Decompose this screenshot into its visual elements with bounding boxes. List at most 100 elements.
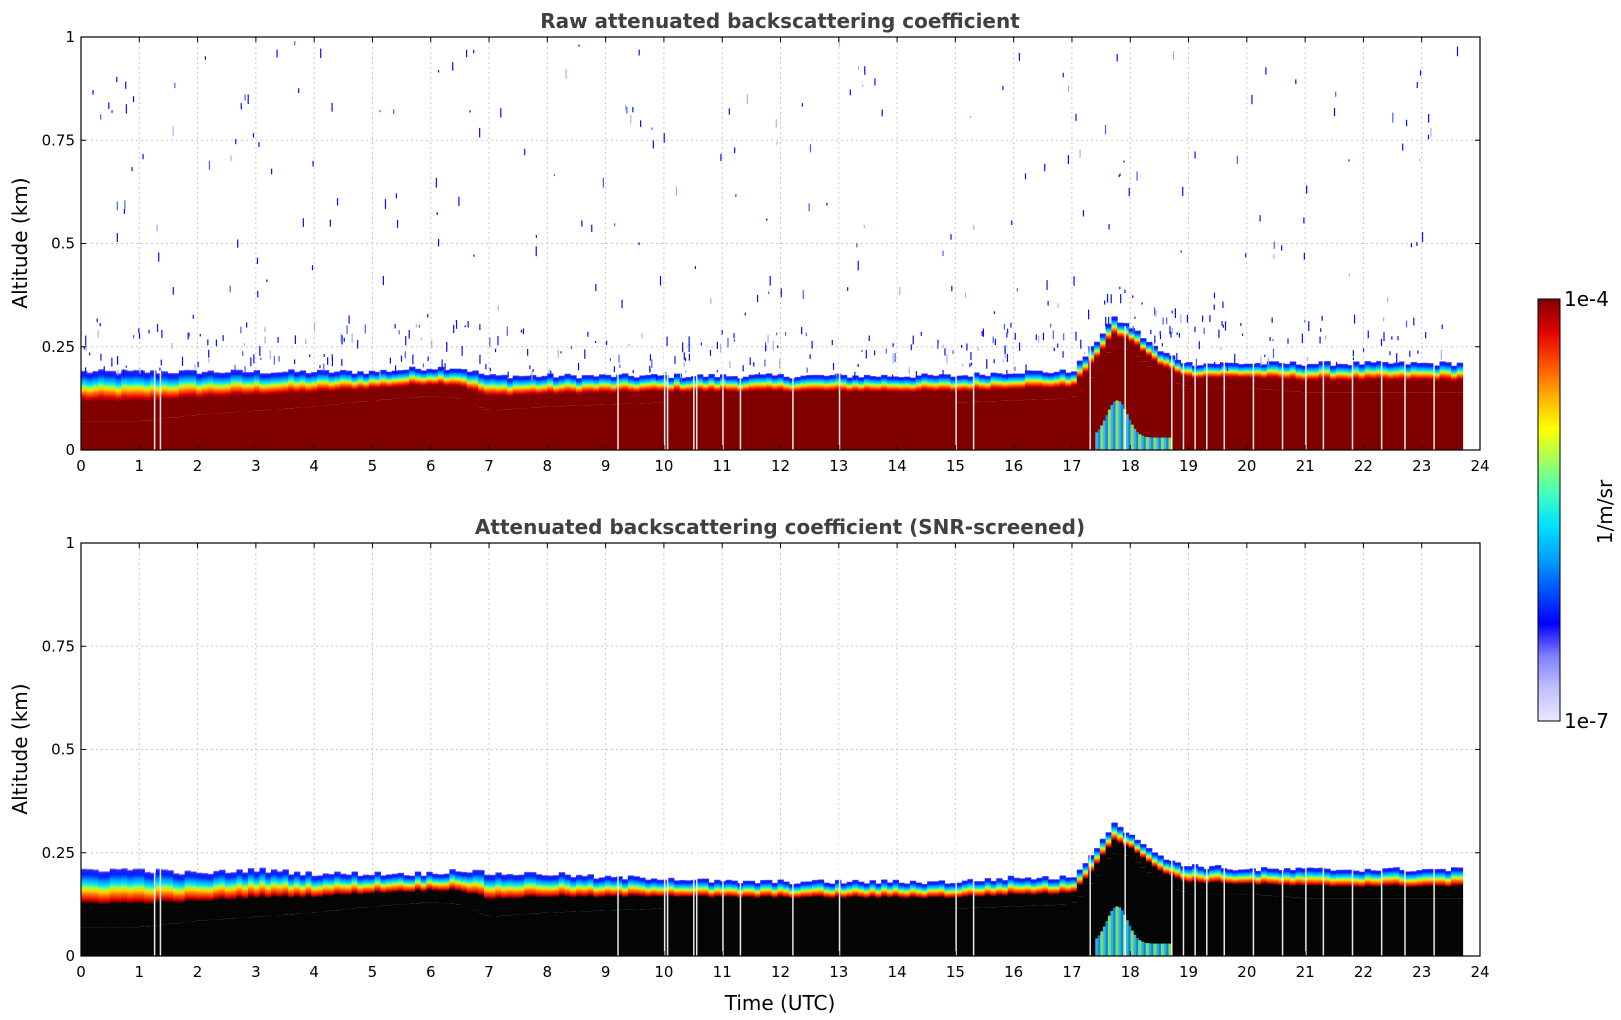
heatmap-cell-band [1427, 362, 1435, 393]
heatmap-cell-dark [731, 908, 738, 956]
heatmap-noise [836, 374, 838, 377]
heatmap-cell-band [1042, 875, 1049, 906]
heatmap-cell-band [1243, 363, 1251, 389]
heatmap-noise [469, 110, 471, 113]
heatmap-cell-dark [437, 903, 445, 956]
x-tick-label: 2 [193, 457, 203, 475]
heatmap-cell-band [437, 366, 445, 398]
heatmap-cell-dark [98, 927, 105, 956]
heatmap-cell-band [242, 371, 249, 412]
heatmap-cell-dark [622, 909, 629, 956]
heatmap-cell-dark [978, 401, 986, 450]
heatmap-noise [1159, 334, 1162, 340]
heatmap-cell-dark [1197, 388, 1205, 450]
x-tick-label: 20 [1237, 457, 1256, 475]
heatmap-cell-dark [904, 908, 911, 956]
heatmap-cell-band [506, 873, 514, 916]
heatmap-cell-dark [1059, 398, 1066, 450]
heatmap-cell-dark [1410, 392, 1418, 450]
heatmap-noise [570, 346, 573, 349]
heatmap-cell-dark [1053, 904, 1061, 956]
heatmap-noise [1306, 185, 1308, 194]
heatmap-cell-dark [967, 401, 974, 450]
heatmap-cell-core [1148, 943, 1152, 956]
heatmap-cell-band [593, 376, 600, 405]
heatmap-noise [1010, 322, 1012, 328]
heatmap-cell-band [299, 874, 307, 914]
heatmap-noise [952, 350, 954, 355]
heatmap-cell-dark [1163, 378, 1170, 450]
heatmap-cell-band [1330, 365, 1337, 393]
heatmap-noise [641, 332, 643, 338]
heatmap-noise [1136, 171, 1138, 181]
x-tick-label: 22 [1354, 457, 1373, 475]
heatmap-cell-dark [1007, 906, 1015, 956]
heatmap-cell-dark [161, 418, 168, 450]
heatmap-cell-dark [1030, 399, 1038, 450]
heatmap-cell-dark [190, 921, 197, 956]
heatmap-cell-band [489, 373, 497, 411]
heatmap-noise [801, 103, 803, 107]
heatmap-cell-band [869, 375, 876, 403]
heatmap-noise [1006, 369, 1008, 380]
heatmap-cell-core [1168, 943, 1172, 956]
heatmap-gap [1433, 326, 1435, 450]
heatmap-noise [1062, 351, 1064, 358]
heatmap-cell-band [1002, 374, 1009, 401]
heatmap-cell-dark [81, 421, 88, 450]
heatmap-noise [400, 355, 403, 362]
heatmap-cell-dark [1456, 898, 1464, 956]
heatmap-noise [806, 367, 808, 373]
heatmap-cell-core [1125, 414, 1129, 450]
heatmap-cell-dark [109, 927, 117, 956]
x-tick-label: 10 [654, 963, 673, 981]
heatmap-noise [733, 333, 735, 339]
heatmap-cell-band [403, 369, 410, 399]
heatmap-noise [849, 89, 851, 96]
heatmap-cell-dark [817, 402, 825, 450]
heatmap-noise [1194, 326, 1196, 333]
heatmap-cell-band [1197, 866, 1205, 895]
heatmap-cell-dark [1376, 898, 1383, 956]
heatmap-noise [912, 335, 914, 345]
heatmap-cell-core [1130, 424, 1134, 450]
panel-raw-title: Raw attenuated backscattering coefficien… [540, 9, 1020, 33]
heatmap-noise [744, 312, 746, 316]
heatmap-cell-band [581, 374, 589, 406]
heatmap-cell-band [259, 867, 266, 917]
heatmap-noise [264, 326, 266, 333]
heatmap-noise [994, 338, 997, 346]
heatmap-cell-band [317, 875, 324, 913]
heatmap-cell-dark [984, 907, 992, 956]
heatmap-cell-core [1160, 437, 1165, 450]
heatmap-noise [207, 339, 209, 346]
heatmap-cell-dark [829, 908, 836, 956]
heatmap-noise [507, 371, 509, 378]
heatmap-noise [632, 107, 634, 113]
heatmap-cell-core [1153, 437, 1157, 450]
heatmap-cell-band [1376, 870, 1383, 899]
heatmap-noise [139, 368, 141, 374]
heatmap-cell-dark [340, 909, 347, 956]
heatmap-cell-dark [1238, 894, 1245, 956]
heatmap-noise [1303, 217, 1305, 224]
heatmap-cell-band [915, 375, 923, 403]
heatmap-noise [981, 331, 983, 336]
heatmap-cell-band [1387, 867, 1395, 899]
heatmap-cell-dark [616, 404, 623, 450]
heatmap-cell-band [86, 868, 94, 928]
heatmap-noise [688, 353, 691, 361]
heatmap-cell-band [196, 373, 203, 415]
heatmap-noise [865, 349, 867, 359]
heatmap-cell-band [1439, 361, 1446, 393]
heatmap-noise [1174, 308, 1176, 319]
heatmap-cell-dark [1036, 399, 1043, 450]
heatmap-noise [1016, 288, 1018, 292]
heatmap-noise [1306, 357, 1308, 361]
heatmap-cell-band [990, 372, 997, 402]
heatmap-noise [772, 340, 774, 351]
heatmap-cell-band [869, 880, 876, 909]
heatmap-cell-dark [1341, 392, 1348, 450]
heatmap-cell-dark [1134, 356, 1141, 450]
heatmap-noise [553, 174, 555, 177]
